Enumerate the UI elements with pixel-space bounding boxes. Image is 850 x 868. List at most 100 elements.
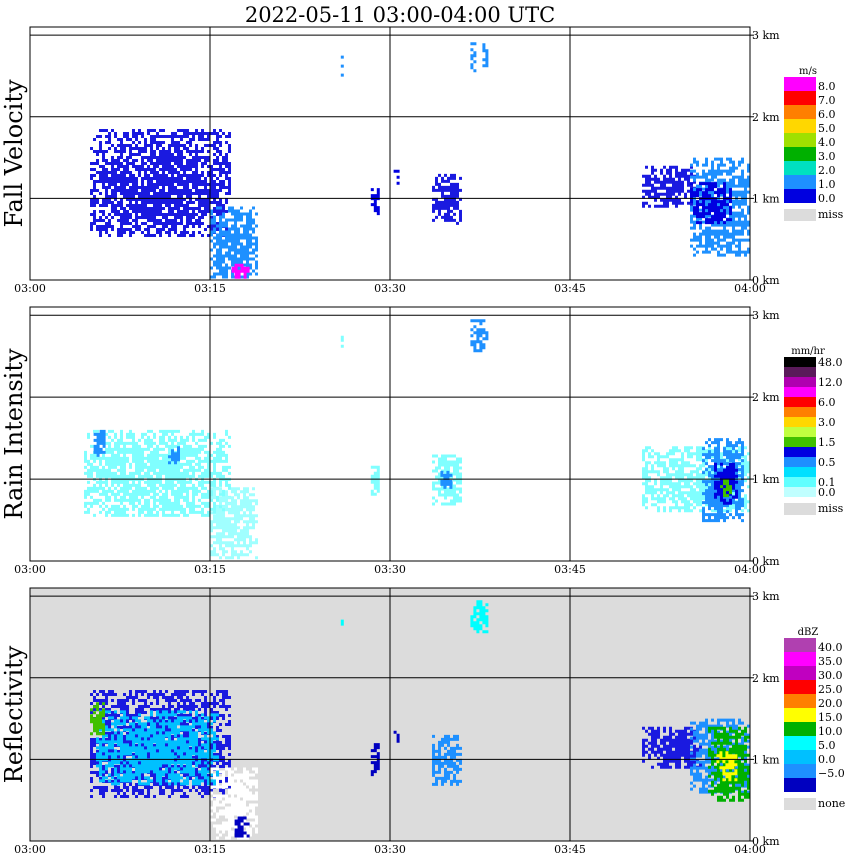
- reflectivity-legend-swatch-10: [784, 778, 816, 792]
- rain-intensity-legend-swatch-5: [784, 407, 816, 417]
- fall-velocity-legend-label-5: 3.0: [818, 150, 836, 163]
- fall-velocity-legend-label-6: 2.0: [818, 164, 836, 177]
- rain-intensity-legend-swatch-13: [784, 487, 816, 497]
- fall-velocity-legend-swatch-5: [784, 147, 816, 161]
- fall-velocity-legend-label-4: 4.0: [818, 136, 836, 149]
- rain-intensity-legend-miss-label: miss: [818, 502, 844, 515]
- reflectivity-echo-3: [210, 767, 258, 840]
- fall-velocity-legend-label-7: 1.0: [818, 178, 836, 191]
- fall-velocity-echo-1: [210, 206, 258, 279]
- rain-intensity-ytick-1: 1 km: [752, 473, 780, 486]
- reflectivity-echo-7: [393, 730, 400, 743]
- rain-intensity-legend-swatch-0: [784, 357, 816, 367]
- reflectivity-legend-unit: dBZ: [798, 627, 819, 638]
- reflectivity-echo-13: [716, 751, 738, 782]
- reflectivity-ytick-0: 0 km: [752, 835, 780, 848]
- reflectivity-legend-swatch-1: [784, 652, 816, 666]
- fall-velocity-legend-swatch-8: [784, 189, 816, 203]
- fall-velocity-echoes: [90, 42, 750, 279]
- reflectivity-legend-label-0: 40.0: [818, 641, 843, 654]
- reflectivity-ytick-3: 3 km: [752, 590, 780, 603]
- fall-velocity-echo-8: [470, 42, 477, 73]
- rain-intensity-xtick-3: 03:45: [554, 563, 586, 576]
- rain-intensity-echo-6: [370, 465, 380, 496]
- rain-intensity-grid: [30, 307, 750, 561]
- fall-velocity-panel: 03:00 03:15 03:30 03:45 04:000 km 1 km 2 km 3 k…: [0, 26, 844, 295]
- rain-intensity-legend-label-2: 12.0: [818, 376, 843, 389]
- rain-intensity-legend-swatch-12: [784, 477, 816, 487]
- fall-velocity-legend-swatch-0: [784, 77, 816, 91]
- reflectivity-xtick-0: 03:00: [14, 843, 46, 856]
- reflectivity-xtick-3: 03:45: [554, 843, 586, 856]
- reflectivity-echo-4: [234, 816, 250, 838]
- fall-velocity-echo-12: [690, 182, 732, 225]
- fall-velocity-legend-swatch-2: [784, 105, 816, 119]
- fall-velocity-ytick-1: 1 km: [752, 192, 780, 205]
- rain-intensity-legend-label-4: 6.0: [818, 396, 836, 409]
- rain-intensity-legend-swatch-3: [784, 387, 816, 397]
- fall-velocity-legend-label-2: 6.0: [818, 108, 836, 121]
- reflectivity-legend-swatch-5: [784, 708, 816, 722]
- rain-intensity-ytick-3: 3 km: [752, 309, 780, 322]
- fall-velocity-legend-miss-swatch: [784, 209, 816, 221]
- fall-velocity-echo-10: [642, 165, 696, 208]
- rain-intensity-echo-1: [210, 487, 258, 560]
- reflectivity-xtick-1: 03:15: [194, 843, 226, 856]
- fall-velocity-xtick-4: 04:00: [734, 282, 766, 295]
- reflectivity-legend-label-8: 0.0: [818, 753, 836, 766]
- rain-intensity-legend-swatch-1: [784, 367, 816, 377]
- rain-intensity-xtick-4: 04:00: [734, 563, 766, 576]
- fall-velocity-grid: [30, 27, 750, 280]
- fall-velocity-ytick-3: 3 km: [752, 29, 780, 42]
- reflectivity-legend-swatch-0: [784, 638, 816, 652]
- rain-intensity-frame: [29, 306, 751, 562]
- reflectivity-legend-label-5: 15.0: [818, 711, 843, 724]
- rain-intensity-legend-unit: mm/hr: [791, 346, 825, 357]
- rain-intensity-legend-label-12: 0.1: [818, 476, 836, 489]
- fall-velocity-legend-swatch-7: [784, 175, 816, 189]
- reflectivity-legend-label-3: 25.0: [818, 683, 843, 696]
- reflectivity-echo-6: [432, 734, 462, 786]
- fall-velocity-echo-6: [393, 169, 400, 185]
- fall-velocity-legend-swatch-4: [784, 133, 816, 147]
- rain-intensity-echo-3: [168, 446, 180, 465]
- fall-velocity-echo-5: [432, 173, 462, 225]
- rain-intensity-legend-swatch-10: [784, 457, 816, 467]
- rain-intensity-echo-7: [340, 335, 344, 348]
- fall-velocity-xtick-0: 03:00: [14, 282, 46, 295]
- rain-intensity-legend-label-0: 48.0: [818, 356, 843, 369]
- reflectivity-legend-swatch-6: [784, 722, 816, 736]
- reflectivity-echo-8: [340, 619, 344, 626]
- fall-velocity-ytick-2: 2 km: [752, 111, 780, 124]
- reflectivity-legend-swatch-7: [784, 736, 816, 750]
- reflectivity-legend-label-1: 35.0: [818, 655, 843, 668]
- fall-velocity-ytick-0: 0 km: [752, 274, 780, 287]
- reflectivity-legend-swatch-4: [784, 694, 816, 708]
- fall-velocity-echo-2: [231, 263, 250, 279]
- rain-intensity-legend-miss-swatch: [784, 503, 816, 515]
- fall-velocity-frame: [29, 26, 751, 281]
- fall-velocity-legend-label-3: 5.0: [818, 122, 836, 135]
- rain-intensity-echo-4: [432, 454, 462, 506]
- fall-velocity-echo-0: [90, 129, 231, 237]
- fall-velocity-ylabel: Fall Velocity: [0, 79, 28, 228]
- chart-title: 2022-05-11 03:00-04:00 UTC: [245, 3, 555, 27]
- reflectivity-legend-swatch-3: [784, 680, 816, 694]
- reflectivity-frame: [29, 587, 751, 842]
- rain-intensity-echo-2: [93, 429, 106, 457]
- rain-intensity-legend-swatch-8: [784, 437, 816, 447]
- rain-intensity-ytick-2: 2 km: [752, 391, 780, 404]
- reflectivity-ytick-2: 2 km: [752, 672, 780, 685]
- reflectivity-legend-label-9: −5.0: [818, 767, 845, 780]
- fall-velocity-legend-label-8: 0.0: [818, 192, 836, 205]
- reflectivity-legend-miss-label: none: [818, 797, 845, 810]
- reflectivity-legend-swatch-2: [784, 666, 816, 680]
- fall-velocity-xtick-3: 03:45: [554, 282, 586, 295]
- fall-velocity-echo-4: [370, 188, 380, 216]
- fall-velocity-legend-label-1: 7.0: [818, 94, 836, 107]
- reflectivity-legend-label-6: 10.0: [818, 725, 843, 738]
- rain-intensity-xtick-1: 03:15: [194, 563, 226, 576]
- rain-intensity-panel: 03:00 03:15 03:30 03:45 04:000 km 1 km 2 km 3 k…: [0, 306, 844, 576]
